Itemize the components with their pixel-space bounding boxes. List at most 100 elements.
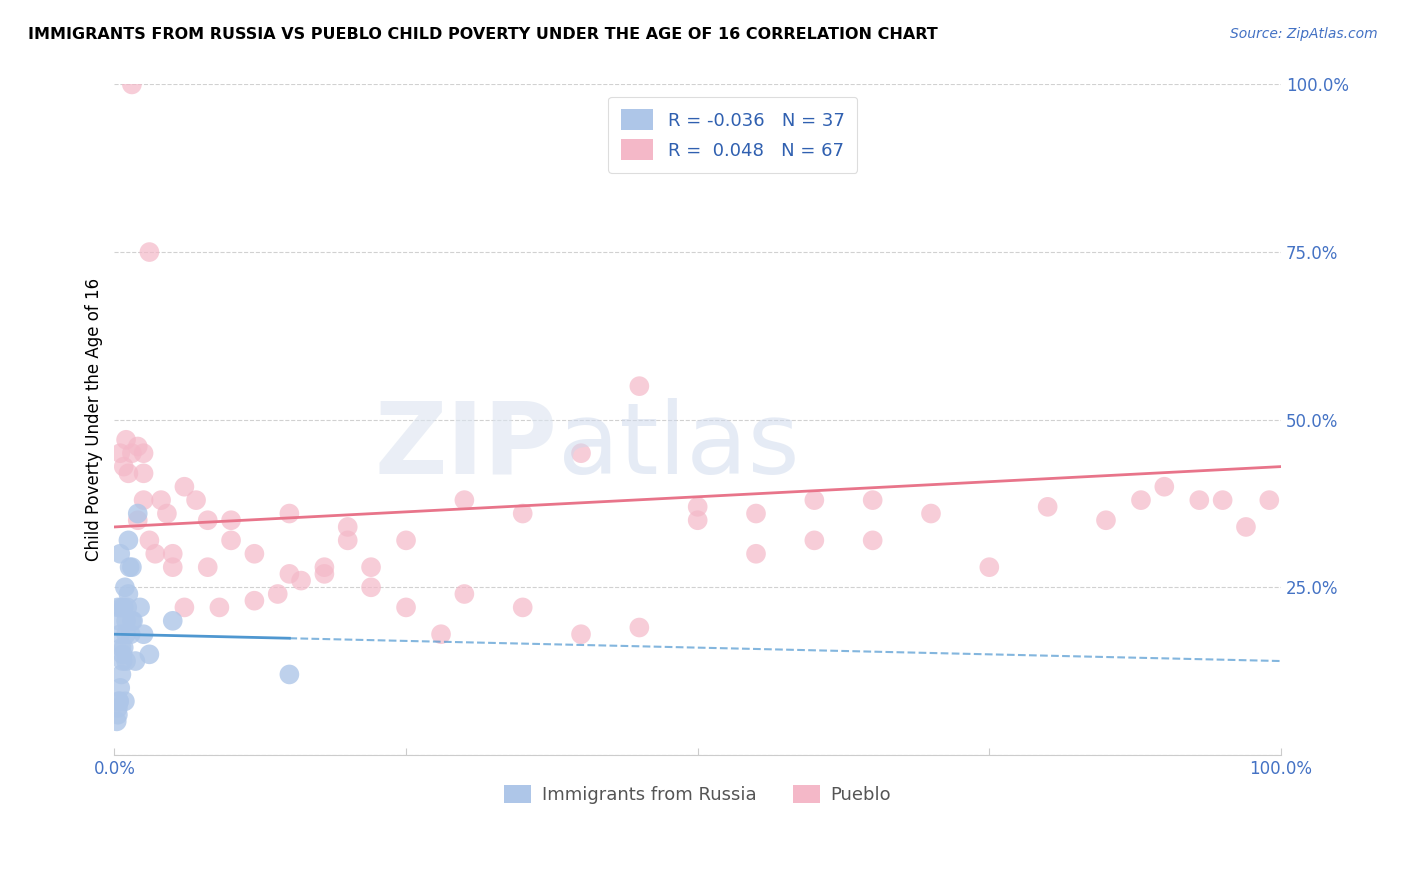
Point: [395, 600, 418, 615]
Point: [1153, 480, 1175, 494]
Text: ZIP: ZIP: [375, 398, 558, 495]
Point: [121, 614, 143, 628]
Point: [803, 533, 825, 548]
Text: atlas: atlas: [558, 398, 800, 495]
Point: [107, 707, 129, 722]
Point: [243, 547, 266, 561]
Point: [108, 614, 131, 628]
Point: [114, 580, 136, 594]
Point: [173, 600, 195, 615]
Point: [138, 648, 160, 662]
Point: [107, 701, 129, 715]
Point: [219, 513, 242, 527]
Point: [1130, 493, 1153, 508]
Point: [110, 446, 132, 460]
Point: [569, 446, 592, 460]
Point: [110, 681, 132, 695]
Point: [197, 513, 219, 527]
Point: [569, 627, 592, 641]
Point: [110, 547, 132, 561]
Point: [208, 600, 231, 615]
Point: [360, 560, 382, 574]
Point: [117, 533, 139, 548]
Point: [127, 513, 149, 527]
Point: [124, 654, 146, 668]
Point: [132, 493, 155, 508]
Point: [173, 480, 195, 494]
Point: [118, 560, 141, 574]
Point: [117, 467, 139, 481]
Point: [129, 600, 152, 615]
Point: [1212, 493, 1234, 508]
Point: [336, 533, 359, 548]
Point: [803, 493, 825, 508]
Point: [628, 620, 651, 634]
Point: [162, 547, 184, 561]
Point: [105, 714, 128, 729]
Point: [110, 667, 132, 681]
Point: [117, 600, 139, 615]
Point: [114, 694, 136, 708]
Point: [127, 507, 149, 521]
Text: IMMIGRANTS FROM RUSSIA VS PUEBLO CHILD POVERTY UNDER THE AGE OF 16 CORRELATION C: IMMIGRANTS FROM RUSSIA VS PUEBLO CHILD P…: [28, 27, 938, 42]
Point: [162, 560, 184, 574]
Point: [111, 648, 134, 662]
Point: [1188, 493, 1211, 508]
Point: [745, 507, 768, 521]
Point: [862, 493, 884, 508]
Point: [115, 433, 138, 447]
Point: [107, 600, 129, 615]
Point: [862, 533, 884, 548]
Point: [1095, 513, 1118, 527]
Point: [108, 694, 131, 708]
Point: [314, 560, 336, 574]
Point: [112, 459, 135, 474]
Point: [120, 627, 142, 641]
Point: [143, 547, 166, 561]
Point: [108, 694, 131, 708]
Point: [121, 446, 143, 460]
Point: [184, 493, 207, 508]
Point: [290, 574, 312, 588]
Point: [920, 507, 942, 521]
Point: [122, 614, 145, 628]
Point: [278, 667, 301, 681]
Point: [686, 513, 709, 527]
Point: [115, 627, 138, 641]
Point: [112, 640, 135, 655]
Point: [132, 467, 155, 481]
Point: [278, 507, 301, 521]
Point: [243, 593, 266, 607]
Point: [115, 654, 138, 668]
Point: [111, 654, 134, 668]
Point: [267, 587, 290, 601]
Point: [512, 600, 534, 615]
Point: [745, 547, 768, 561]
Point: [110, 600, 132, 615]
Point: [132, 446, 155, 460]
Text: Source: ZipAtlas.com: Source: ZipAtlas.com: [1230, 27, 1378, 41]
Point: [115, 614, 138, 628]
Point: [453, 493, 475, 508]
Point: [132, 627, 155, 641]
Point: [197, 560, 219, 574]
Point: [512, 507, 534, 521]
Point: [628, 379, 651, 393]
Point: [430, 627, 453, 641]
Point: [127, 440, 149, 454]
Point: [112, 600, 135, 615]
Point: [336, 520, 359, 534]
Point: [360, 580, 382, 594]
Legend: Immigrants from Russia, Pueblo: Immigrants from Russia, Pueblo: [495, 775, 900, 813]
Point: [219, 533, 242, 548]
Point: [395, 533, 418, 548]
Point: [1258, 493, 1281, 508]
Point: [686, 500, 709, 514]
Point: [138, 245, 160, 260]
Point: [110, 627, 132, 641]
Point: [156, 507, 179, 521]
Point: [162, 614, 184, 628]
Y-axis label: Child Poverty Under the Age of 16: Child Poverty Under the Age of 16: [86, 278, 103, 561]
Point: [278, 566, 301, 581]
Point: [453, 587, 475, 601]
